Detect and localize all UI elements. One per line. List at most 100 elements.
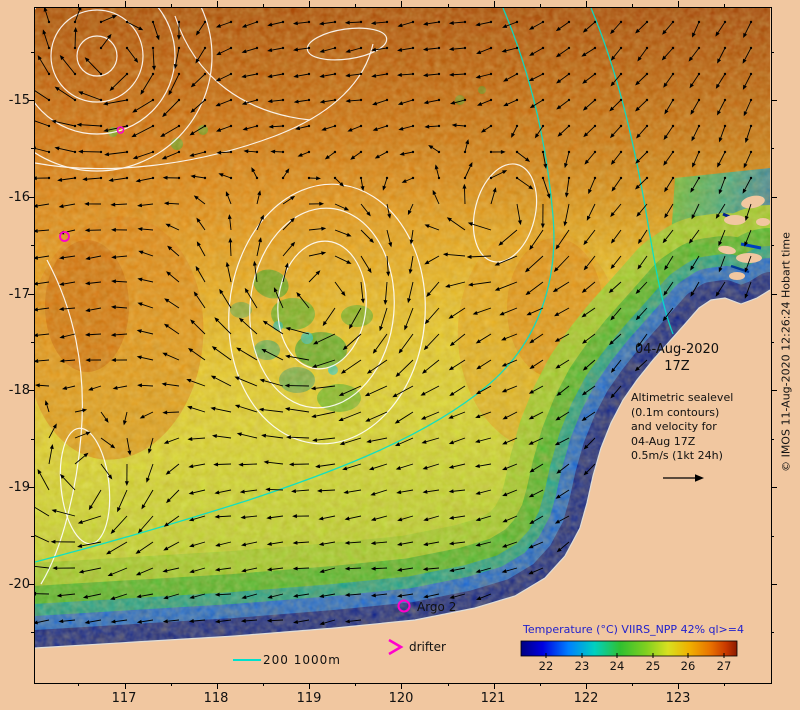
axis-tick xyxy=(771,245,774,247)
axis-tick xyxy=(355,4,357,7)
annotation-line: Altimetric sealevel xyxy=(631,391,734,404)
axis-tick xyxy=(262,4,264,7)
axis-tick xyxy=(78,683,80,686)
y-axis-label: -17 xyxy=(8,287,30,302)
axis-tick xyxy=(493,683,495,689)
small-magenta-marker xyxy=(116,126,125,134)
axis-tick xyxy=(31,632,34,634)
y-axis-label: -16 xyxy=(8,190,30,205)
axis-tick xyxy=(771,51,774,53)
drifter-arrow-marker xyxy=(388,638,404,656)
axis-tick xyxy=(28,99,34,101)
colorbar-tick-label: 27 xyxy=(716,659,732,673)
axis-tick xyxy=(724,4,726,7)
axis-tick xyxy=(632,4,634,7)
axis-tick xyxy=(401,1,403,7)
x-axis-label: 120 xyxy=(388,691,414,706)
axis-tick xyxy=(170,683,172,686)
map-time: 17Z xyxy=(664,359,690,374)
axis-tick xyxy=(170,4,172,7)
drifter-label: drifter xyxy=(409,640,446,654)
map-date: 04-Aug-2020 xyxy=(634,342,720,357)
annotation-line: 04-Aug 17Z xyxy=(631,434,696,448)
colorbar-tick-label: 22 xyxy=(538,659,554,673)
y-axis-label: -19 xyxy=(8,480,30,495)
instrument-markers xyxy=(59,126,411,656)
colorbar-tick-label: 26 xyxy=(680,659,696,673)
annotation-block: Altimetric sealevel (0.1m contours) and … xyxy=(631,391,733,464)
bathymetry-contours xyxy=(35,8,674,563)
axis-tick xyxy=(493,1,495,7)
axis-tick xyxy=(771,535,774,537)
axis-tick xyxy=(771,632,774,634)
axis-tick xyxy=(28,487,34,489)
drifter-track-marker xyxy=(59,231,70,242)
axis-tick xyxy=(31,148,34,150)
axis-tick xyxy=(355,683,357,686)
axis-tick xyxy=(262,683,264,686)
x-axis-label: 117 xyxy=(111,691,137,706)
axis-tick xyxy=(771,293,777,295)
axis-tick xyxy=(309,683,311,689)
axis-tick xyxy=(771,487,777,489)
axis-tick xyxy=(586,683,588,689)
axis-tick xyxy=(28,293,34,295)
bathymetry-legend-label: 200 1000m xyxy=(263,653,341,667)
colorbar-tick-label: 25 xyxy=(645,659,661,673)
axis-tick xyxy=(216,1,218,7)
axis-tick xyxy=(771,341,774,343)
colorbar-tick-label: 24 xyxy=(609,659,625,673)
axis-tick xyxy=(31,245,34,247)
temperature-colorbar xyxy=(520,640,738,658)
annotation-line: (0.1m contours) xyxy=(631,405,720,419)
axis-tick xyxy=(31,51,34,53)
axis-tick xyxy=(586,1,588,7)
axis-tick xyxy=(678,1,680,7)
copyright-text: © IMOS 11-Aug-2020 12:26:24 Hobart time xyxy=(779,232,793,472)
axis-tick xyxy=(539,4,541,7)
map-plot xyxy=(35,8,770,682)
axis-tick xyxy=(216,683,218,689)
colorbar-tick-label: 23 xyxy=(574,659,590,673)
argo-float-marker xyxy=(397,599,411,613)
axis-tick xyxy=(124,1,126,7)
islands xyxy=(718,195,770,280)
velocity-scale-arrow xyxy=(663,474,704,482)
axis-tick xyxy=(678,683,680,689)
y-axis-label: -18 xyxy=(8,383,30,398)
x-axis-label: 118 xyxy=(203,691,229,706)
axis-tick xyxy=(401,683,403,689)
annotation-line: and velocity for xyxy=(631,420,717,433)
annotation-line: 0.5m/s (1kt 24h) xyxy=(631,449,723,462)
axis-tick xyxy=(771,438,774,440)
x-axis-label: 119 xyxy=(296,691,322,706)
axis-tick xyxy=(771,583,777,585)
axis-tick xyxy=(447,683,449,686)
x-axis-label: 122 xyxy=(573,691,599,706)
axis-tick xyxy=(28,196,34,198)
axis-tick xyxy=(78,4,80,7)
axis-tick xyxy=(632,683,634,686)
x-axis-label: 123 xyxy=(665,691,691,706)
axis-tick xyxy=(309,1,311,7)
axis-tick xyxy=(31,341,34,343)
axis-tick xyxy=(771,148,774,150)
y-axis-label: -15 xyxy=(8,93,30,108)
axis-tick xyxy=(771,99,777,101)
axis-tick xyxy=(771,196,777,198)
axis-tick xyxy=(28,390,34,392)
velocity-vectors xyxy=(35,8,753,626)
axis-tick xyxy=(771,390,777,392)
axis-tick xyxy=(28,583,34,585)
argo-label: Argo 2 xyxy=(417,600,457,614)
colorbar-title: Temperature (°C) VIIRS_NPP 42% ql>=4 xyxy=(523,623,744,636)
land-mass xyxy=(35,290,770,682)
axis-tick xyxy=(447,4,449,7)
axis-tick xyxy=(724,683,726,686)
y-axis-label: -20 xyxy=(8,577,30,592)
axis-tick xyxy=(124,683,126,689)
axis-tick xyxy=(31,438,34,440)
axis-tick xyxy=(31,535,34,537)
axis-tick xyxy=(539,683,541,686)
